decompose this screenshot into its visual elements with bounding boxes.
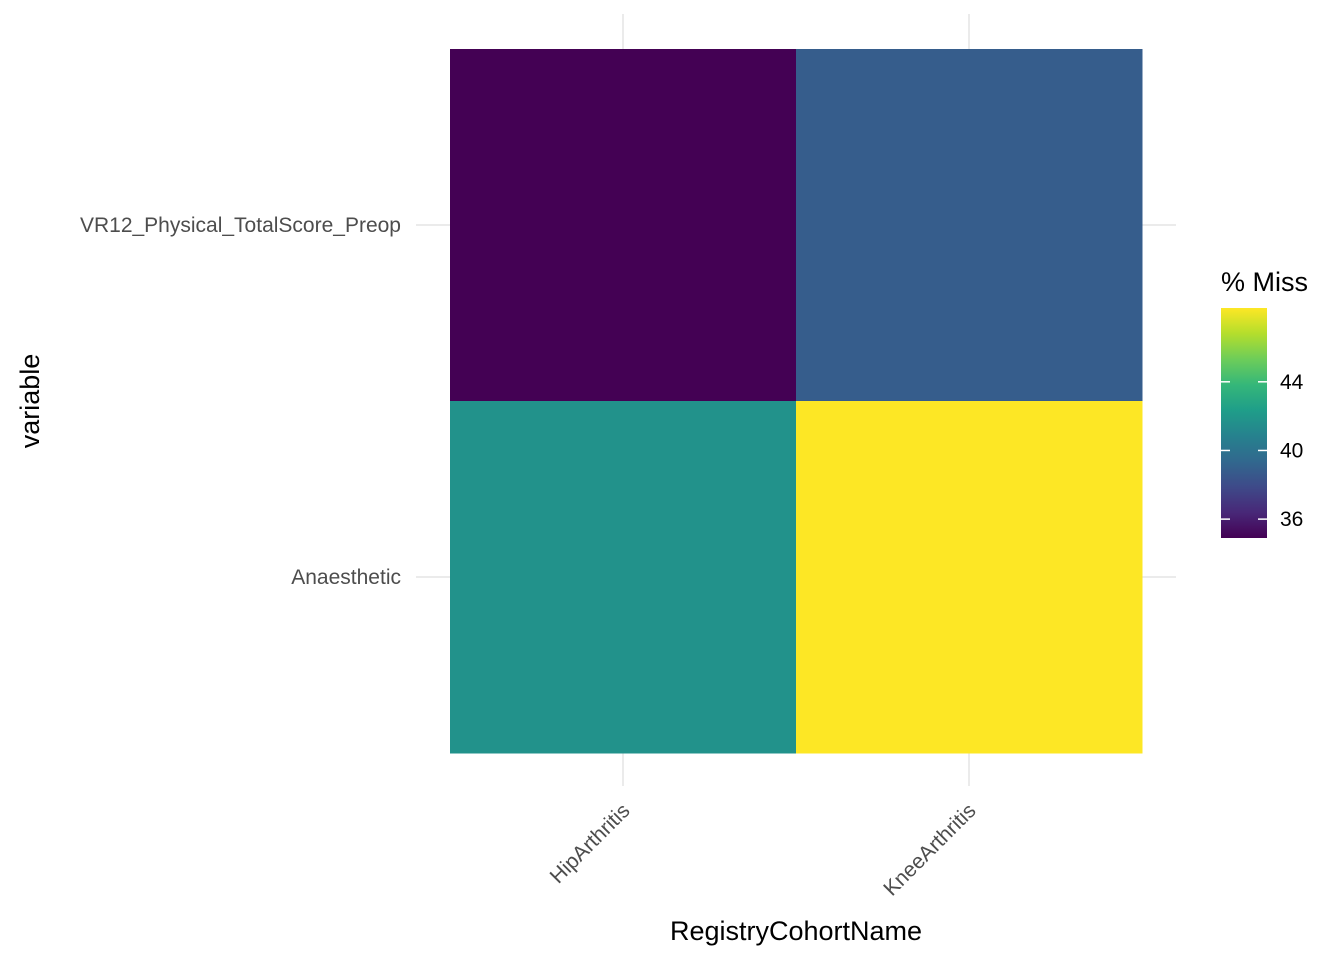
- y-axis-ticks: Anaesthetic VR12_Physical_TotalScore_Preo…: [80, 214, 401, 589]
- x-axis-title: RegistryCohortName: [670, 916, 922, 946]
- legend-ticks: 36 40 44: [1221, 371, 1304, 531]
- heatmap-cells: [450, 49, 1143, 754]
- x-axis-ticks: HipArthritis KneeArthritis: [546, 799, 981, 900]
- y-tick-label: VR12_Physical_TotalScore_Preop: [80, 214, 401, 237]
- heatmap-cell: [450, 49, 797, 402]
- legend-tick-label: 40: [1280, 439, 1303, 462]
- y-tick-label: Anaesthetic: [291, 566, 401, 589]
- heatmap-cell: [796, 401, 1143, 754]
- heatmap-cell: [450, 401, 797, 754]
- legend-tick-label: 36: [1280, 508, 1303, 531]
- color-legend: % Miss 36 40 44: [1221, 267, 1308, 538]
- legend-colorbar: [1221, 308, 1267, 538]
- x-tick-label: HipArthritis: [546, 799, 635, 888]
- legend-tick-label: 44: [1280, 371, 1304, 394]
- heatmap-cell: [796, 49, 1143, 402]
- legend-title: % Miss: [1221, 267, 1308, 297]
- y-axis-title: variable: [15, 354, 45, 449]
- x-tick-label: KneeArthritis: [879, 799, 980, 900]
